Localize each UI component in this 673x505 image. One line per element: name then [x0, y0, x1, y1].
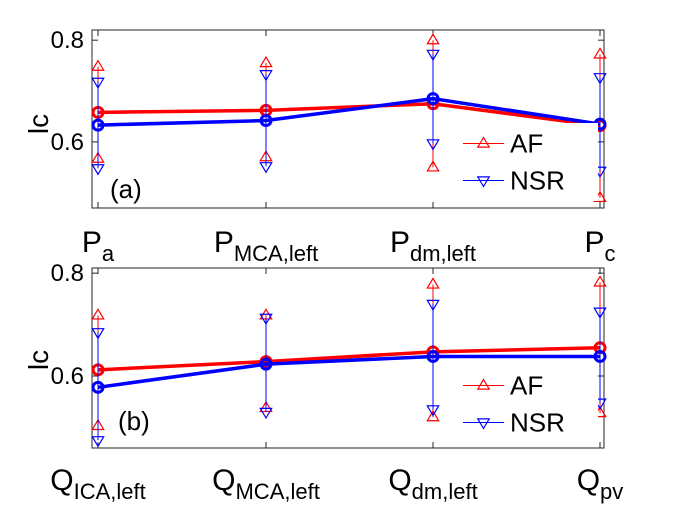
data-point [259, 357, 273, 371]
series-nsr [91, 49, 607, 179]
x-tick-label: QMCA,left [212, 464, 320, 504]
legend-background [458, 365, 598, 443]
x-tick-label: Qdm,left [388, 464, 477, 504]
error-bar-upper-marker [259, 55, 273, 68]
y-tick-label: 0.8 [51, 260, 84, 287]
legend-label-nsr: NSR [510, 408, 565, 438]
panel-label: (a) [110, 174, 142, 204]
y-axis-label: lc [23, 350, 54, 370]
error-bar-upper-marker [593, 307, 607, 319]
legend-swatch-marker [476, 176, 491, 188]
error-bar-lower-marker [259, 162, 273, 174]
error-bar-lower-marker [426, 139, 440, 151]
data-point [259, 114, 273, 128]
error-bar-upper-marker [259, 313, 273, 326]
error-bar-lower-marker [426, 160, 440, 172]
error-bar-upper-marker [426, 277, 440, 289]
data-point [91, 118, 105, 132]
legend-label-af: AF [510, 129, 543, 159]
chart-panel-2: 0.6 0.8 QICA,left QMCA,left Qdm,left Qpv lc (b)… [23, 260, 623, 504]
y-axis-label: lc [23, 114, 54, 134]
x-tick-label: QICA,left [50, 464, 145, 504]
panel-label: (b) [118, 406, 150, 436]
data-point [593, 349, 607, 363]
series-line [97, 101, 601, 128]
x-tick-label: Pc [584, 226, 615, 266]
legend-background [458, 123, 598, 201]
legend-swatch-marker [476, 418, 491, 430]
error-bar-lower-marker [91, 164, 105, 176]
error-bar-upper-marker [593, 275, 607, 287]
x-tick-label: Qpv [577, 464, 624, 504]
error-bar-upper-marker [426, 32, 440, 45]
x-tick-label: Pdm,left [390, 226, 476, 266]
error-bar-lower-marker [91, 436, 105, 448]
y-tick-label: 0.6 [51, 363, 84, 390]
legend-swatch-marker [476, 378, 491, 390]
error-bar-upper-marker [91, 59, 105, 71]
error-bar-upper-marker [426, 49, 440, 62]
error-bar-upper-marker [593, 73, 607, 85]
legend: AF NSR [458, 365, 598, 443]
legend: AF NSR [458, 123, 598, 201]
series-nsr [91, 299, 607, 448]
data-point [91, 380, 105, 394]
error-bar-upper-marker [91, 308, 105, 320]
x-tick-label: Pa [82, 226, 115, 266]
legend-swatch-marker [476, 136, 491, 148]
y-tick-label: 0.6 [51, 129, 84, 156]
series-line [97, 354, 600, 390]
error-bar-lower-marker [259, 407, 273, 420]
error-bar-upper-marker [593, 47, 607, 59]
legend-label-nsr: NSR [510, 166, 565, 196]
series-line [97, 345, 601, 372]
error-bar-upper-marker [91, 328, 105, 340]
y-tick-label: 0.8 [51, 27, 84, 54]
chart-panel-1: 0.6 0.8 Pa PMCA,left Pdm,left Pc lc (a) AF NSR [23, 27, 616, 266]
error-bar-lower-marker [426, 405, 440, 417]
legend-label-af: AF [510, 371, 543, 401]
error-bar-upper-marker [91, 77, 105, 90]
error-bar-upper-marker [259, 70, 273, 82]
error-bar-upper-marker [426, 299, 440, 312]
series-line [97, 96, 601, 127]
data-point [426, 92, 440, 106]
x-tick-label: PMCA,left [214, 226, 318, 266]
data-point [426, 349, 440, 363]
error-bar-lower-marker [426, 409, 440, 422]
